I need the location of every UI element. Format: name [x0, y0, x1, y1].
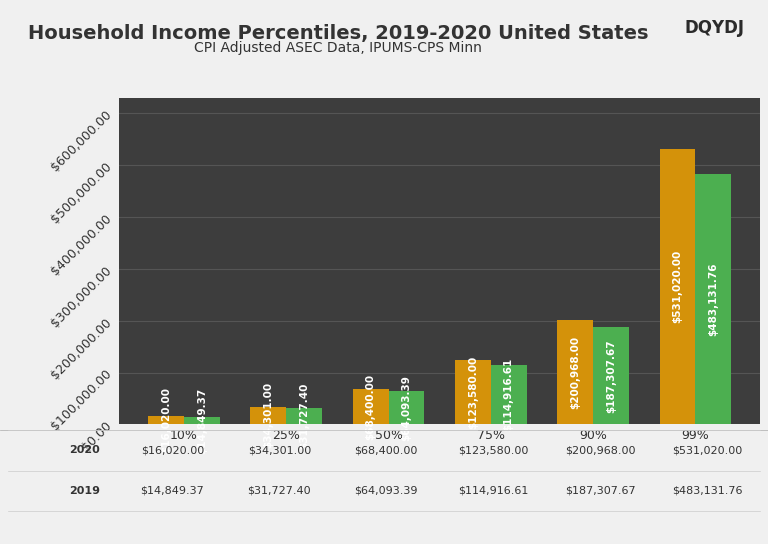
Text: $123,580.00: $123,580.00 — [458, 445, 528, 455]
Text: $68,400.00: $68,400.00 — [366, 374, 376, 440]
Text: $200,968.00: $200,968.00 — [570, 336, 580, 409]
Text: $31,727.40: $31,727.40 — [247, 486, 311, 496]
Bar — [491, 365, 527, 424]
Text: DQYDJ: DQYDJ — [685, 19, 745, 37]
Text: $531,020.00: $531,020.00 — [673, 250, 683, 323]
Bar — [455, 360, 491, 424]
Text: $68,400.00: $68,400.00 — [355, 445, 418, 455]
Text: $14,849.37: $14,849.37 — [141, 486, 204, 496]
Text: $123,580.00: $123,580.00 — [468, 356, 478, 429]
Text: $114,916.61: $114,916.61 — [504, 358, 514, 431]
Text: Household Income Percentiles, 2019-2020 United States: Household Income Percentiles, 2019-2020 … — [28, 24, 648, 44]
Text: 2020: 2020 — [69, 445, 100, 455]
Bar — [184, 417, 220, 424]
Text: $34,301.00: $34,301.00 — [263, 382, 273, 448]
Text: $483,131.76: $483,131.76 — [708, 262, 718, 336]
Bar — [389, 391, 425, 424]
Text: CPI Adjusted ASEC Data, IPUMS-CPS Minn: CPI Adjusted ASEC Data, IPUMS-CPS Minn — [194, 41, 482, 55]
Text: $16,020.00: $16,020.00 — [161, 387, 171, 453]
Text: $200,968.00: $200,968.00 — [564, 445, 635, 455]
Text: $483,131.76: $483,131.76 — [672, 486, 742, 496]
Bar — [250, 406, 286, 424]
Text: $14,849.37: $14,849.37 — [197, 387, 207, 454]
Text: 2019: 2019 — [69, 486, 100, 496]
Bar — [558, 320, 593, 424]
Bar — [593, 327, 629, 424]
Text: $64,093.39: $64,093.39 — [402, 375, 412, 441]
Bar — [353, 389, 389, 424]
Bar — [695, 174, 731, 424]
Text: $64,093.39: $64,093.39 — [355, 486, 418, 496]
Text: $16,020.00: $16,020.00 — [141, 445, 204, 455]
Text: $187,307.67: $187,307.67 — [564, 486, 635, 496]
Text: $114,916.61: $114,916.61 — [458, 486, 528, 496]
Text: $187,307.67: $187,307.67 — [606, 339, 616, 412]
Bar — [660, 149, 695, 424]
Text: $34,301.00: $34,301.00 — [248, 445, 311, 455]
Text: $531,020.00: $531,020.00 — [672, 445, 742, 455]
Bar — [148, 416, 184, 424]
Bar — [286, 408, 322, 424]
Text: $31,727.40: $31,727.40 — [300, 383, 310, 449]
